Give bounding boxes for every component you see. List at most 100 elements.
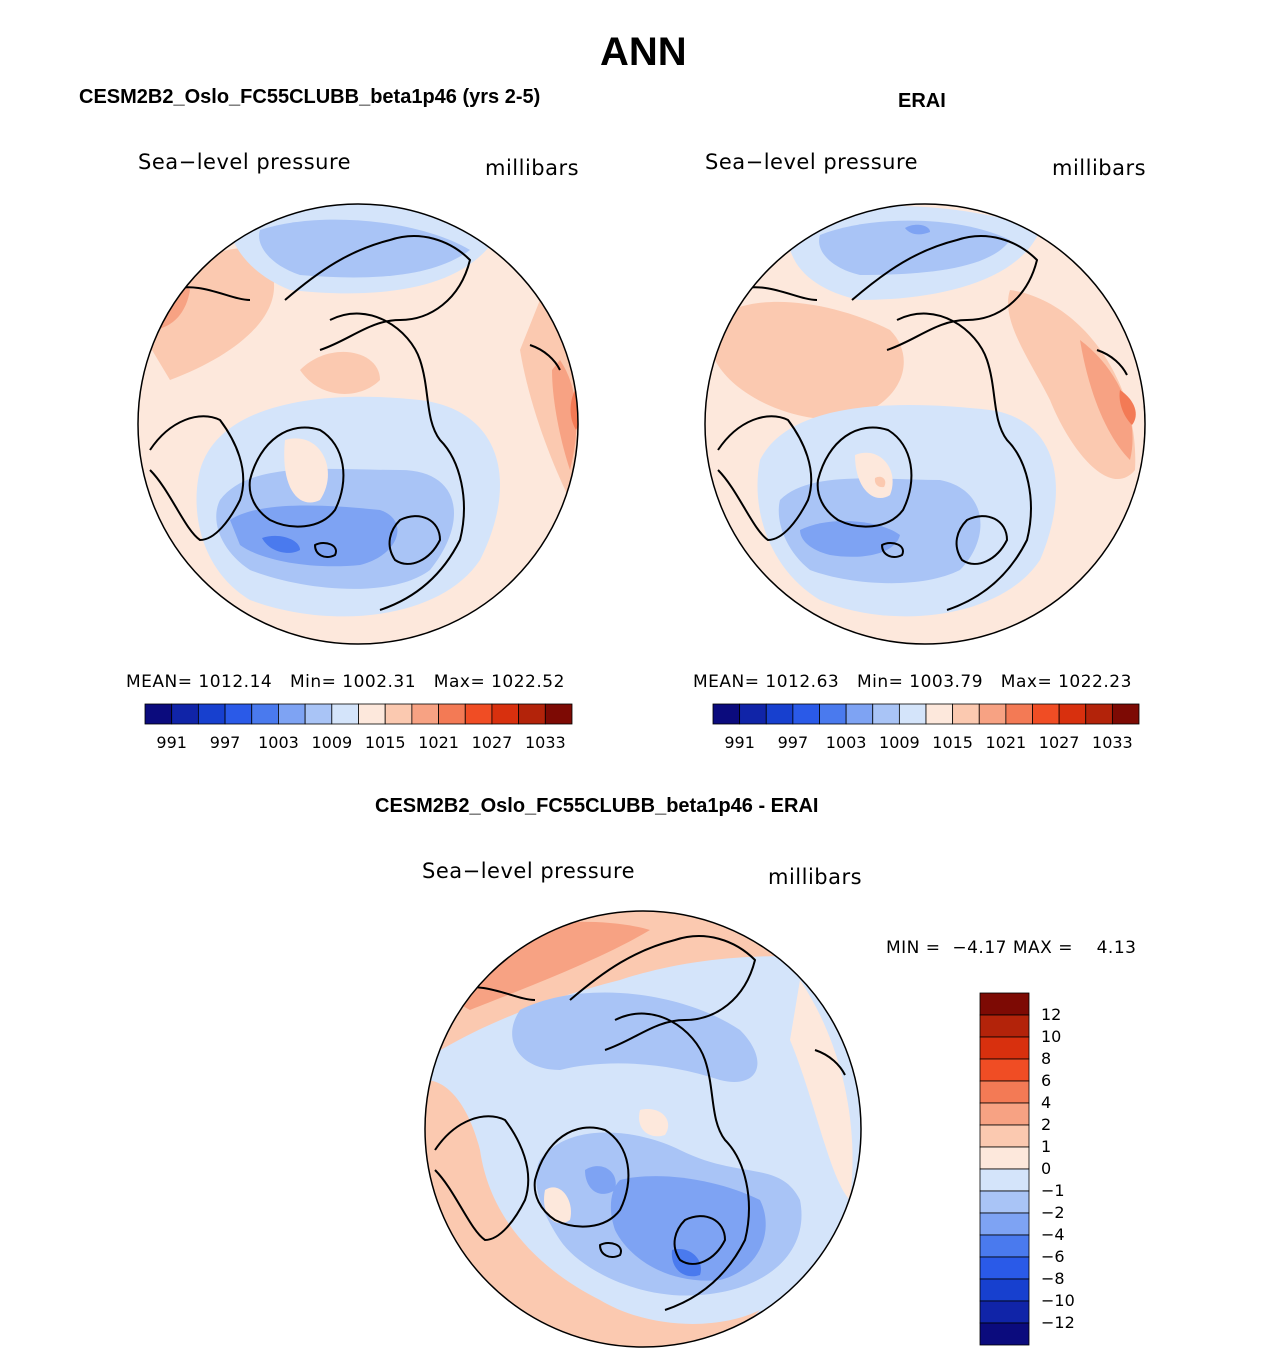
panel2-stats: MEAN= 1012.63 Min= 1003.79 Max= 1022.23 (693, 672, 1132, 692)
colorbar-tick-label: 991 (156, 733, 187, 752)
panel1-max-label: Max= (433, 672, 486, 692)
panel2-field-pos-east-peak (1119, 390, 1136, 425)
panel3-min-label: MIN = (886, 938, 941, 958)
colorbar-swatch (278, 703, 306, 725)
colorbar-tick-label: 991 (724, 733, 755, 752)
colorbar-swatch (979, 1300, 1030, 1324)
colorbar-swatch (331, 703, 359, 725)
panel1-map (138, 204, 578, 644)
colorbar-swatch (739, 703, 767, 725)
colorbar-swatch (979, 1036, 1030, 1060)
colorbar-swatch (1058, 703, 1087, 725)
panel1-field-pos-west (140, 248, 275, 380)
panel3-field-pos-greenland-west (544, 1187, 571, 1224)
panel1-min-value: 1002.31 (342, 672, 417, 692)
colorbar-swatch (518, 703, 546, 725)
colorbar-tick-label: 1033 (1092, 733, 1133, 752)
colorbar-tick-label: 4 (1041, 1093, 1052, 1112)
panel3-stats: MIN = −4.17 MAX = 4.13 (886, 938, 1136, 958)
colorbar-swatch (464, 703, 493, 725)
panel3-field-neg-atlantic-core (610, 1176, 766, 1281)
colorbar-swatch (251, 703, 279, 725)
colorbar-swatch (978, 703, 1007, 725)
panel2-map (705, 204, 1145, 644)
colorbar-tick-label: 2 (1041, 1115, 1052, 1134)
colorbar-tick-label: 1021 (985, 733, 1027, 752)
panel3-min-value: −4.17 (952, 938, 1007, 958)
colorbar-tick-label: 1 (1041, 1137, 1052, 1156)
colorbar-swatch (792, 703, 820, 725)
colorbar-swatch (979, 1014, 1030, 1038)
panel1-mean-label: MEAN= (126, 672, 193, 692)
colorbar-tick-label: 6 (1041, 1071, 1052, 1090)
panel3-variable-label: Sea−level pressure (422, 859, 636, 883)
panel1-max-value: 1022.52 (491, 672, 565, 692)
colorbar-swatch (358, 703, 386, 725)
panel2-min-value: 1003.79 (909, 672, 984, 692)
colorbar-swatch (845, 703, 874, 725)
panel2-title: ERAI (898, 90, 946, 112)
panel3-field-pos-arctic (639, 1109, 669, 1137)
colorbar-swatch (979, 1058, 1030, 1082)
colorbar-tick-label: 997 (777, 733, 809, 752)
colorbar-swatch (979, 1102, 1030, 1126)
panel2-min-label: Min= (856, 672, 904, 692)
colorbar-swatch (979, 1146, 1030, 1170)
panel2-mean-label: MEAN= (693, 672, 760, 692)
colorbar-swatch (491, 703, 520, 725)
colorbar-tick-label: −1 (1041, 1181, 1065, 1200)
colorbar-tick-label: 1027 (1038, 733, 1080, 752)
colorbar-swatch (979, 1212, 1030, 1236)
colorbar-tick-label: 10 (1041, 1027, 1062, 1046)
panel2-map-border (704, 203, 1146, 645)
panel2-field-pos-west (715, 301, 904, 420)
colorbar-tick-label: 1015 (364, 733, 406, 752)
panel1-field-icelandic-low (262, 535, 300, 553)
colorbar-swatch (144, 703, 173, 725)
colorbar-tick-label: 1021 (418, 733, 459, 752)
panel1-variable-label: Sea−level pressure (138, 150, 352, 174)
panel3-units-label: millibars (768, 865, 863, 889)
colorbar-tick-label: 0 (1041, 1159, 1052, 1178)
colorbar-swatch (197, 703, 226, 725)
colorbar-swatch (304, 703, 333, 725)
panel2-field-pos-east-core (1080, 340, 1133, 460)
colorbar-swatch (979, 1168, 1030, 1192)
panel2-field-greenland-high-core (874, 476, 886, 488)
panel2-max-value: 1022.23 (1058, 672, 1132, 692)
colorbar-tick-label: 8 (1041, 1049, 1052, 1068)
colorbar-tick-label: −6 (1041, 1247, 1065, 1266)
colorbar-swatch (1032, 703, 1060, 725)
colorbar-tick-label: −8 (1041, 1269, 1065, 1288)
panel1-map-border (137, 203, 579, 645)
figure-title: ANN (600, 30, 687, 74)
panel1-field-pos-east-core (552, 360, 577, 470)
panel3-title: CESM2B2_Oslo_FC55CLUBB_beta1p46 - ERAI (375, 795, 819, 817)
colorbar-tick-label: −2 (1041, 1203, 1065, 1222)
colorbar-swatch (1111, 703, 1140, 725)
colorbar-tick-label: 1015 (932, 733, 973, 752)
colorbar-swatch (411, 703, 439, 725)
colorbar-tick-label: 1009 (879, 733, 920, 752)
colorbar-swatch (979, 1322, 1030, 1346)
colorbar-tick-label: −4 (1041, 1225, 1065, 1244)
colorbar-swatch (171, 703, 199, 725)
colorbar-tick-label: 1003 (258, 733, 299, 752)
colorbar-tick-label: 12 (1041, 1005, 1062, 1024)
panel1-title: CESM2B2_Oslo_FC55CLUBB_beta1p46 (yrs 2-5… (79, 86, 541, 108)
colorbar-tick-label: 1027 (471, 733, 513, 752)
colorbar-swatch (872, 703, 900, 725)
panel3-max-label: MAX = (1012, 938, 1073, 958)
panel3-field-pos-south (425, 1080, 760, 1347)
colorbar-swatch (979, 1256, 1030, 1280)
panel1-min-label: Min= (289, 672, 337, 692)
colorbar-swatch (712, 703, 741, 725)
panel2-field-neg-pacific-core (819, 220, 1010, 275)
colorbar-swatch (952, 703, 980, 725)
colorbar-tick-label: 1009 (311, 733, 353, 752)
colorbar-swatch (979, 1234, 1030, 1258)
colorbar-swatch (979, 1124, 1030, 1148)
colorbar-swatch (438, 703, 466, 725)
panel3-coastlines (434, 935, 846, 1311)
panel2-variable-label: Sea−level pressure (705, 150, 919, 174)
